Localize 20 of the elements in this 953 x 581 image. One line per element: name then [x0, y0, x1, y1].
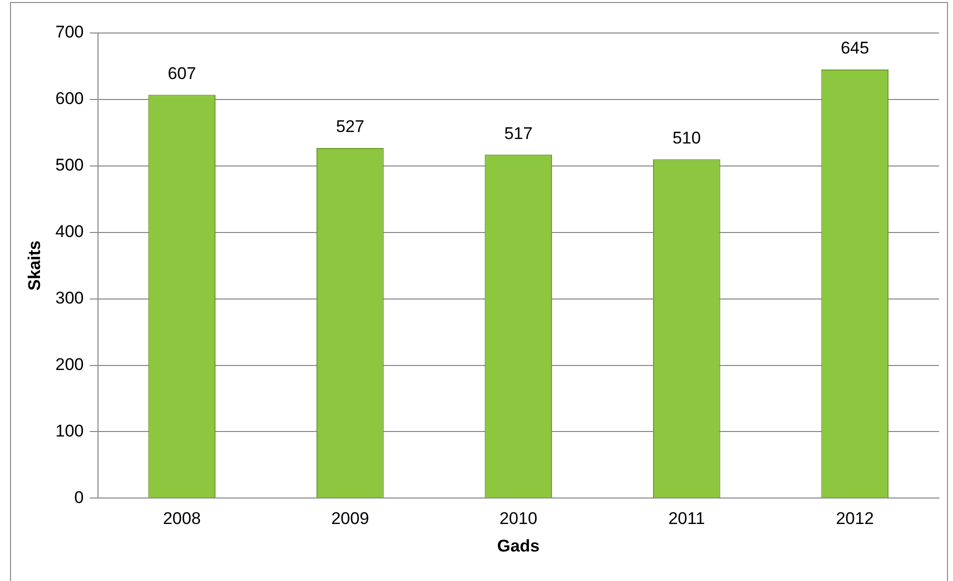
y-tick-label: 700	[55, 22, 84, 42]
y-tick-label: 500	[55, 156, 84, 175]
y-tick-label: 100	[55, 421, 84, 440]
x-axis-title: Gads	[497, 536, 540, 556]
y-tick-label: 200	[55, 354, 84, 374]
x-tick-label: 2009	[331, 509, 370, 528]
y-tick-label: 400	[55, 222, 84, 242]
data-label: 527	[336, 117, 364, 136]
y-tick-label: 600	[55, 89, 84, 108]
data-label: 607	[168, 64, 196, 83]
data-label: 510	[672, 128, 701, 148]
y-axis-title: Skaits	[24, 240, 44, 291]
x-tick-label: 2010	[499, 509, 538, 528]
x-tick-label: 2008	[162, 509, 201, 528]
data-label: 517	[504, 124, 533, 143]
x-tick-label: 2012	[836, 509, 874, 528]
y-tick-label: 300	[55, 288, 84, 308]
data-label: 645	[840, 38, 870, 58]
x-tick-label: 2011	[668, 509, 705, 528]
y-tick-label: 0	[74, 488, 84, 507]
